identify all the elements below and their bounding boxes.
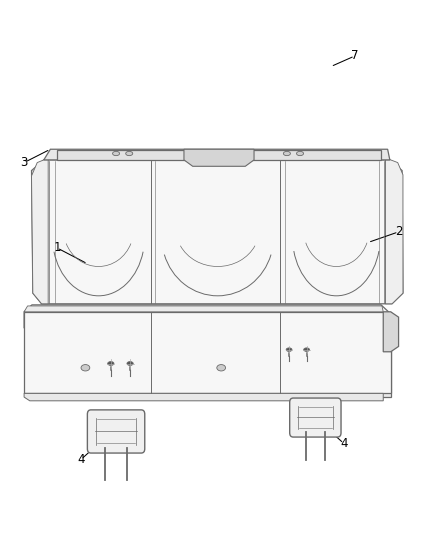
Ellipse shape bbox=[304, 348, 310, 351]
Polygon shape bbox=[24, 306, 383, 312]
Text: 6: 6 bbox=[147, 375, 155, 387]
Polygon shape bbox=[32, 160, 44, 304]
Polygon shape bbox=[32, 160, 48, 304]
Ellipse shape bbox=[297, 151, 304, 156]
Ellipse shape bbox=[126, 151, 133, 156]
Polygon shape bbox=[24, 312, 391, 393]
Ellipse shape bbox=[108, 361, 114, 366]
FancyBboxPatch shape bbox=[87, 410, 145, 453]
Polygon shape bbox=[25, 389, 391, 397]
Ellipse shape bbox=[217, 365, 226, 371]
Polygon shape bbox=[390, 160, 403, 304]
Text: 7: 7 bbox=[351, 50, 359, 62]
Text: 4: 4 bbox=[77, 453, 85, 466]
Text: 5: 5 bbox=[84, 369, 91, 382]
Polygon shape bbox=[24, 393, 383, 401]
Polygon shape bbox=[25, 319, 391, 326]
Polygon shape bbox=[57, 150, 381, 160]
Text: 6: 6 bbox=[327, 359, 335, 372]
Text: 4: 4 bbox=[340, 437, 348, 450]
Polygon shape bbox=[44, 149, 390, 160]
Ellipse shape bbox=[127, 361, 133, 366]
FancyBboxPatch shape bbox=[290, 398, 341, 437]
Polygon shape bbox=[385, 160, 403, 304]
Text: 3: 3 bbox=[21, 156, 28, 169]
Polygon shape bbox=[25, 326, 391, 389]
Ellipse shape bbox=[283, 151, 290, 156]
Polygon shape bbox=[383, 312, 399, 352]
Polygon shape bbox=[24, 305, 389, 335]
Text: 5: 5 bbox=[259, 353, 266, 366]
Polygon shape bbox=[184, 149, 254, 166]
Text: 2: 2 bbox=[395, 225, 403, 238]
Text: 1: 1 bbox=[53, 241, 61, 254]
Polygon shape bbox=[42, 160, 392, 304]
Ellipse shape bbox=[81, 365, 90, 371]
Ellipse shape bbox=[286, 348, 292, 351]
Ellipse shape bbox=[113, 151, 120, 156]
